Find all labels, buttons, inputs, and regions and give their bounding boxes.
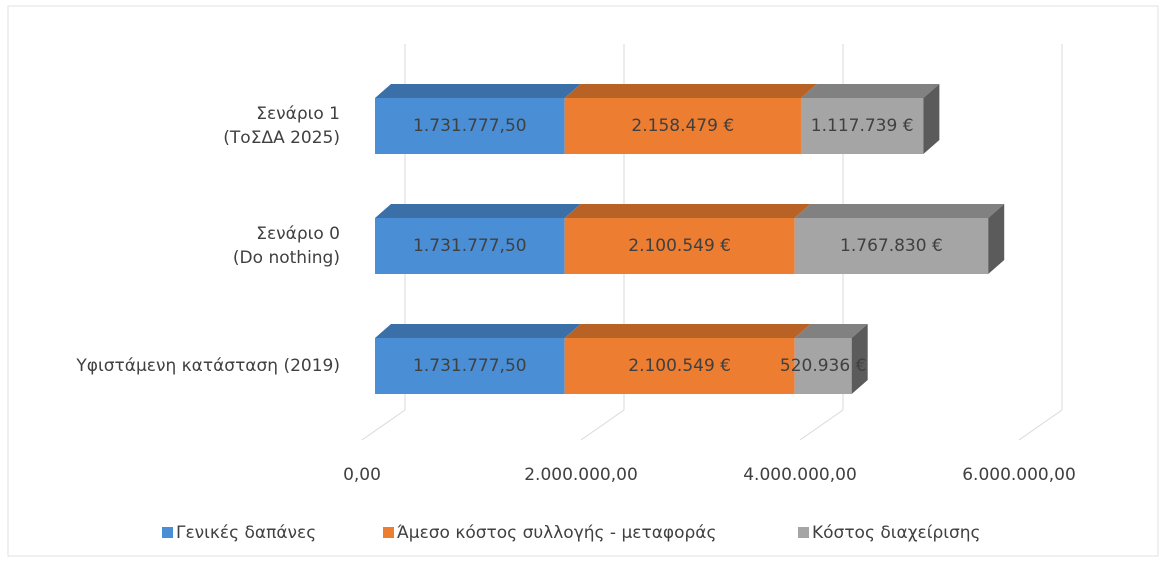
value-label: 2.158.479 €: [631, 116, 734, 136]
legend-swatch: [162, 527, 173, 538]
category-label: Υφιστάμενη κατάσταση (2019): [75, 356, 340, 376]
bar: [375, 98, 565, 154]
bar-top: [800, 84, 940, 98]
category-label: (Do nothing): [233, 248, 340, 268]
legend-label: Κόστος διαχείρισης: [812, 523, 981, 543]
bar: [564, 98, 801, 154]
category-label: Σενάριο 1: [256, 104, 340, 124]
category-label: Σενάριο 0: [256, 224, 340, 244]
bar-top: [794, 204, 1005, 218]
legend-label: Γενικές δαπάνες: [176, 523, 316, 543]
bar-top: [375, 84, 581, 98]
bar-top: [375, 204, 581, 218]
legend-swatch: [798, 527, 809, 538]
bar-top: [564, 84, 817, 98]
value-label: 1.731.777,50: [413, 116, 527, 136]
bar-side: [988, 204, 1005, 274]
value-label: 1.731.777,50: [413, 236, 527, 256]
bar: [375, 338, 565, 394]
bar-top: [564, 324, 811, 338]
chart-border: [7, 5, 1159, 557]
legend-swatch: [383, 527, 394, 538]
bar: [564, 338, 795, 394]
x-tick-label: 2.000.000,00: [524, 465, 638, 485]
bar-side: [851, 324, 868, 394]
bar-top: [794, 324, 868, 338]
bar: [794, 218, 989, 274]
bar: [794, 338, 852, 394]
bar-side: [923, 84, 940, 154]
value-label: 2.100.549 €: [628, 356, 731, 376]
bar: [375, 218, 565, 274]
value-label: 2.100.549 €: [628, 236, 731, 256]
value-label: 1.767.830 €: [840, 236, 943, 256]
value-label: 1.117.739 €: [811, 116, 914, 136]
x-tick-label: 0,00: [343, 465, 381, 485]
value-label: 1.731.777,50: [413, 356, 527, 376]
value-label: 520.936 €: [780, 356, 867, 376]
legend-label: Άμεσο κόστος συλλογής - μεταφοράς: [397, 523, 717, 543]
bar: [800, 98, 924, 154]
grid-line: [580, 409, 625, 441]
x-tick-label: 4.000.000,00: [743, 465, 857, 485]
bar: [564, 218, 795, 274]
grid-line: [361, 409, 406, 441]
grid-line: [1018, 409, 1063, 441]
bar-top: [375, 324, 581, 338]
bar-top: [564, 204, 811, 218]
category-label: (ΤοΣΔΑ 2025): [223, 128, 340, 148]
grid-line: [799, 409, 844, 441]
x-tick-label: 6.000.000,00: [962, 465, 1076, 485]
